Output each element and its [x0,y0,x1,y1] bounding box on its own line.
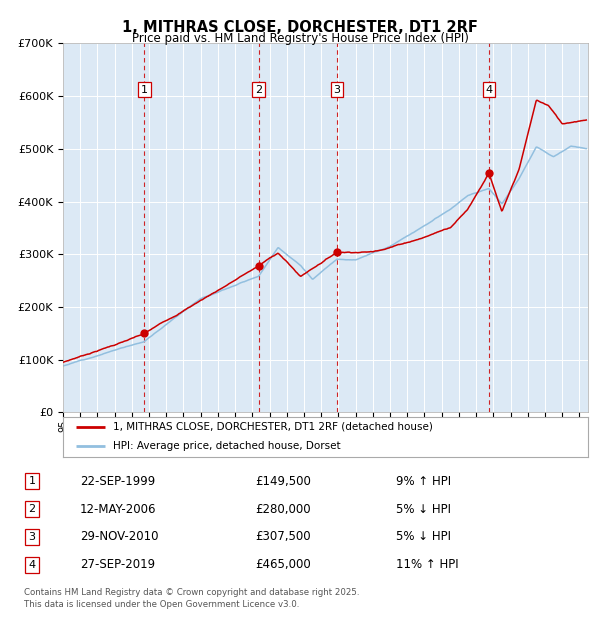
Text: 3: 3 [334,84,340,94]
Text: 3: 3 [29,532,35,542]
Text: 4: 4 [29,560,35,570]
Text: Price paid vs. HM Land Registry's House Price Index (HPI): Price paid vs. HM Land Registry's House … [131,32,469,45]
Text: 1: 1 [29,476,35,486]
Text: 2: 2 [255,84,262,94]
Text: Contains HM Land Registry data © Crown copyright and database right 2025.: Contains HM Land Registry data © Crown c… [24,588,359,597]
Text: £280,000: £280,000 [255,503,311,516]
Text: 12-MAY-2006: 12-MAY-2006 [80,503,157,516]
Text: HPI: Average price, detached house, Dorset: HPI: Average price, detached house, Dors… [113,441,341,451]
Text: 27-SEP-2019: 27-SEP-2019 [80,558,155,571]
Text: 29-NOV-2010: 29-NOV-2010 [80,530,158,543]
Text: £465,000: £465,000 [255,558,311,571]
Text: 1: 1 [141,84,148,94]
Text: 1, MITHRAS CLOSE, DORCHESTER, DT1 2RF (detached house): 1, MITHRAS CLOSE, DORCHESTER, DT1 2RF (d… [113,422,433,432]
Text: £149,500: £149,500 [255,475,311,488]
Text: 4: 4 [485,84,493,94]
Text: 9% ↑ HPI: 9% ↑ HPI [396,475,451,488]
Text: 1, MITHRAS CLOSE, DORCHESTER, DT1 2RF: 1, MITHRAS CLOSE, DORCHESTER, DT1 2RF [122,20,478,35]
Text: 2: 2 [29,504,35,514]
Text: 5% ↓ HPI: 5% ↓ HPI [396,530,451,543]
Text: 5% ↓ HPI: 5% ↓ HPI [396,503,451,516]
Text: This data is licensed under the Open Government Licence v3.0.: This data is licensed under the Open Gov… [24,600,299,609]
Text: £307,500: £307,500 [255,530,311,543]
Text: 11% ↑ HPI: 11% ↑ HPI [396,558,458,571]
Text: 22-SEP-1999: 22-SEP-1999 [80,475,155,488]
